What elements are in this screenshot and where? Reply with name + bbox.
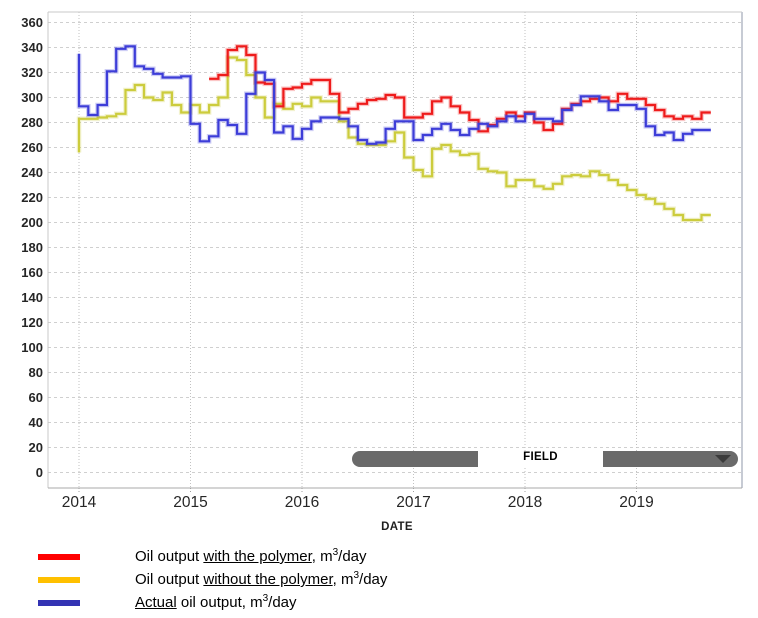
gold-line-swatch [38,576,80,583]
y-tick-label: 160 [21,265,43,280]
x-tick-label: 2019 [619,494,653,511]
scrollbar-right-thumb[interactable] [603,451,738,467]
oil-output-chart: 360 340 320 300 280 260 240 220 200 180 160 140 120 1… [21,11,743,533]
series-line [209,45,711,133]
y-tick-label: 260 [21,140,43,155]
y-tick-label: 240 [21,165,43,180]
red-line-swatch [38,553,80,560]
y-tick-label: 60 [29,390,43,405]
legend-item-without-polymer: Oil output without the polymer, m3/day [0,568,758,591]
scrollbar-left-thumb[interactable] [352,451,478,467]
legend-label: Oil output with the polymer, m3/day [135,547,367,566]
x-tick-label: 2015 [173,494,207,511]
y-tick-label: 0 [36,465,43,480]
x-tick-label: 2017 [396,494,430,511]
legend-label: Actual oil output, m3/day [135,593,297,612]
chart-plot-svg: 3603403203002802602402202001801601401201… [21,11,743,511]
y-tick-label: 280 [21,115,43,130]
x-tick-label: 2016 [285,494,319,511]
x-axis-title: DATE [381,521,413,533]
y-tick-label: 20 [29,440,43,455]
y-tick-label: 220 [21,190,43,205]
x-tick-label: 2018 [508,494,542,511]
field-scrollbar: FIELD [352,451,738,467]
y-tick-label: 100 [21,340,43,355]
y-tick-label: 340 [21,40,43,55]
y-tick-label: 360 [21,15,43,30]
y-tick-label: 140 [21,290,43,305]
legend-item-actual: Actual oil output, m3/day [0,591,758,614]
field-label: FIELD [478,451,603,467]
y-tick-label: 120 [21,315,43,330]
legend-label: Oil output without the polymer, m3/day [135,570,388,589]
y-tick-label: 180 [21,240,43,255]
y-tick-label: 80 [29,365,43,380]
y-tick-label: 40 [29,415,43,430]
blue-line-swatch [38,599,80,606]
x-tick-label: 2014 [62,494,97,511]
series-line [77,45,711,145]
chart-legend: Oil output with the polymer, m3/day Oil … [0,545,758,614]
dropdown-arrow-icon[interactable] [715,455,731,463]
series-line [77,56,711,222]
legend-item-with-polymer: Oil output with the polymer, m3/day [0,545,758,568]
y-tick-label: 200 [21,215,43,230]
y-tick-label: 320 [21,65,43,80]
y-tick-label: 300 [21,90,43,105]
